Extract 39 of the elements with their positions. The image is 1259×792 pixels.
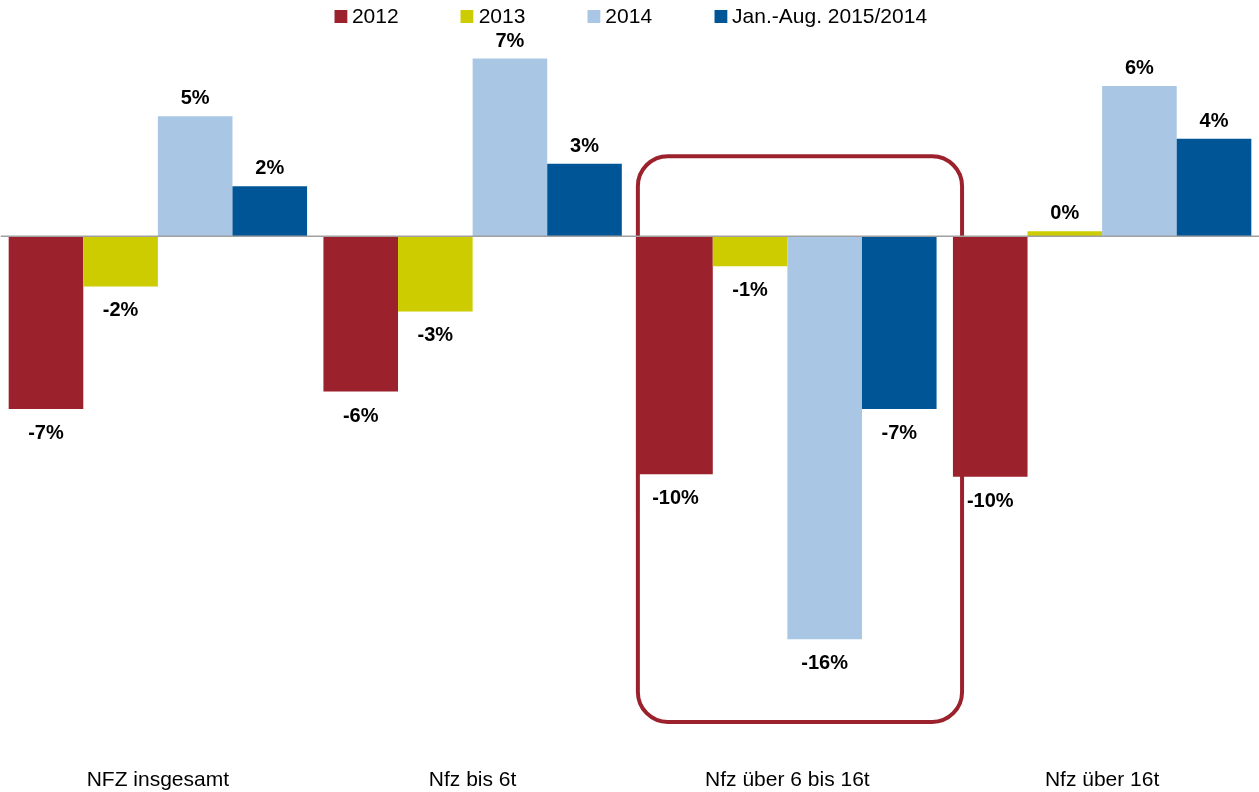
data-label: 3% — [570, 133, 600, 156]
data-label: -10% — [652, 486, 700, 509]
bar — [787, 236, 862, 640]
bar — [157, 116, 233, 237]
data-label: -3% — [417, 323, 454, 346]
bar — [83, 236, 158, 287]
legend-label: Jan.-Aug. 2015/2014 — [732, 4, 928, 28]
bar — [232, 186, 308, 237]
bar — [1027, 231, 1103, 237]
bar — [861, 236, 937, 410]
bar — [638, 236, 713, 475]
bar — [547, 163, 622, 237]
data-label: -6% — [342, 403, 379, 426]
data-label: -16% — [801, 651, 849, 674]
legend-label: 2013 — [478, 4, 526, 28]
x-tick-label: Nfz bis 6t — [428, 766, 517, 790]
data-label: 7% — [495, 28, 525, 51]
x-tick-label: NFZ insgesamt — [86, 766, 230, 790]
data-label: 2% — [255, 156, 285, 179]
data-label: -2% — [102, 298, 139, 321]
bar — [1102, 86, 1177, 237]
data-label: 6% — [1124, 56, 1155, 79]
data-label: -7% — [28, 421, 64, 444]
bar — [323, 236, 399, 392]
x-tick-label: Nfz über 16t — [1044, 766, 1160, 790]
data-label: 5% — [180, 86, 210, 109]
data-label: 0% — [1050, 201, 1080, 224]
bar — [712, 236, 788, 267]
bar — [398, 236, 473, 312]
data-label: 4% — [1199, 108, 1229, 131]
data-label: -1% — [732, 278, 769, 301]
data-label: -7% — [881, 421, 918, 444]
bar — [472, 58, 548, 237]
legend-label: 2012 — [351, 4, 399, 28]
x-tick-label: Nfz über 6 bis 16t — [705, 766, 870, 790]
bar — [8, 236, 84, 410]
data-label: -10% — [966, 488, 1014, 511]
bar — [1176, 138, 1252, 237]
legend-label: 2014 — [605, 4, 653, 28]
